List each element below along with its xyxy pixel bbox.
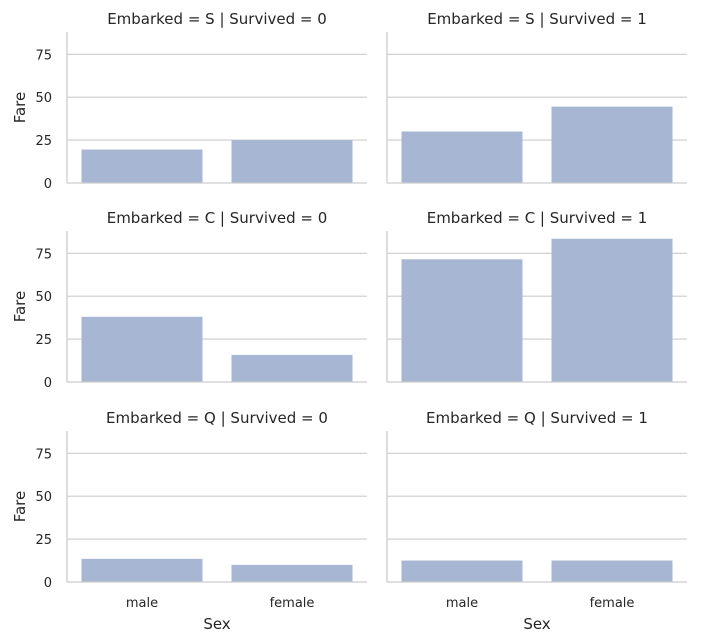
y-tick-label: 25 <box>35 533 52 548</box>
bar-s-0-female <box>231 140 353 183</box>
panel-title: Embarked = C | Survived = 0 <box>107 209 328 227</box>
y-tick-label: 75 <box>35 447 52 462</box>
x-tick-label: male <box>446 596 478 611</box>
y-tick-label: 50 <box>35 290 52 305</box>
y-tick-label: 25 <box>35 134 52 149</box>
y-tick-label: 0 <box>44 177 52 192</box>
panel-title: Embarked = S | Survived = 1 <box>427 10 647 28</box>
bar-s-1-male <box>401 131 523 183</box>
x-tick-label: male <box>126 596 158 611</box>
panel-title: Embarked = C | Survived = 1 <box>427 209 648 227</box>
y-tick-label: 75 <box>35 48 52 63</box>
x-tick-label: female <box>270 596 315 611</box>
y-tick-label: 75 <box>35 247 52 262</box>
y-axis-label: Fare <box>11 291 29 323</box>
panel-title: Embarked = Q | Survived = 0 <box>106 409 328 427</box>
bar-q-1-male <box>401 560 523 582</box>
bar-c-0-female <box>231 354 353 382</box>
panel-title: Embarked = Q | Survived = 1 <box>426 409 648 427</box>
y-tick-label: 25 <box>35 333 52 348</box>
y-tick-label: 0 <box>44 376 52 391</box>
x-axis-label: Sex <box>523 615 550 633</box>
bar-q-1-female <box>551 560 673 582</box>
bar-q-0-male <box>81 558 203 582</box>
y-tick-label: 0 <box>44 576 52 591</box>
x-tick-label: female <box>590 596 635 611</box>
y-tick-label: 50 <box>35 490 52 505</box>
bar-c-1-female <box>551 238 673 382</box>
bar-c-1-male <box>401 259 523 382</box>
x-axis-label: Sex <box>203 615 230 633</box>
bar-c-0-male <box>81 316 203 382</box>
y-axis-label: Fare <box>11 92 29 124</box>
y-axis-label: Fare <box>11 491 29 523</box>
bar-s-0-male <box>81 149 203 183</box>
bar-s-1-female <box>551 106 673 183</box>
bar-q-0-female <box>231 564 353 582</box>
y-tick-label: 50 <box>35 91 52 106</box>
panel-title: Embarked = S | Survived = 0 <box>107 10 327 28</box>
